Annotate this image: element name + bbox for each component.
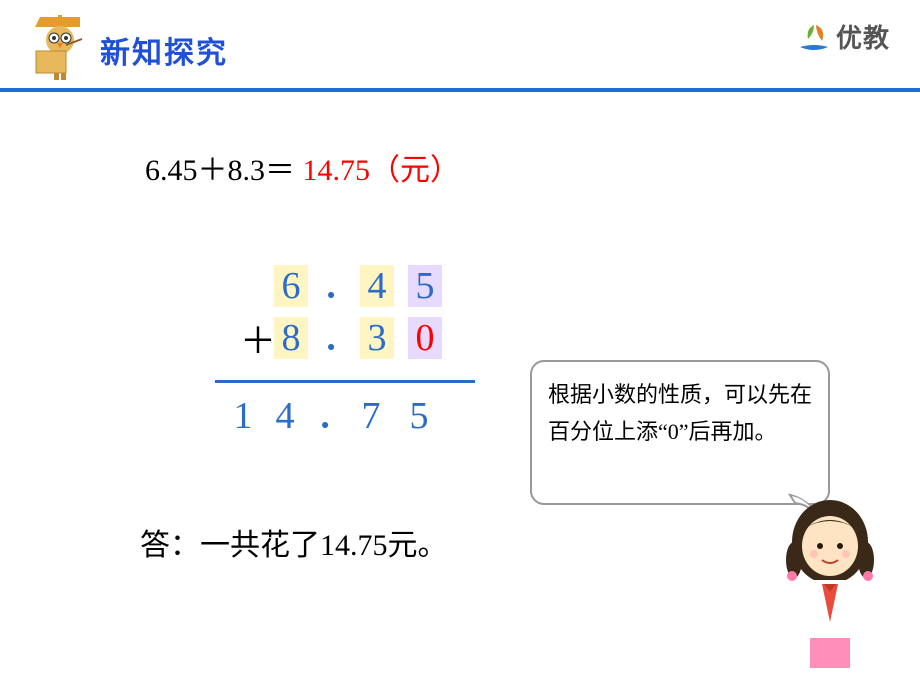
digit-5: 5: [408, 265, 442, 307]
brand-swirl-icon: [796, 19, 832, 55]
professor-owl-icon: [30, 15, 90, 80]
digit-7: 7: [354, 395, 388, 437]
decimal-point: ．: [322, 265, 346, 307]
addend-row-2: ＋ 8 ． 3 0: [220, 312, 480, 364]
slide-title: 新知探究: [100, 28, 228, 72]
decimal-point: ．: [322, 317, 346, 359]
equation-line: 6.45＋8.3＝ 14.75（元）: [145, 145, 460, 189]
digit-3: 3: [360, 317, 394, 359]
addition-rule: [215, 380, 475, 383]
digit-0-appended: 0: [408, 317, 442, 359]
digit-1: 1: [226, 395, 260, 437]
brand-text: 优教: [836, 18, 890, 55]
speech-text: 根据小数的性质，可以先在百分位上添“0”后再加。: [548, 382, 812, 444]
speech-bubble: 根据小数的性质，可以先在百分位上添“0”后再加。: [530, 360, 830, 505]
equation-result: 14.75（元）: [303, 154, 461, 187]
digit-6: 6: [274, 265, 308, 307]
digit-4: 4: [360, 265, 394, 307]
digit-5: 5: [402, 395, 436, 437]
sum-row-container: 1 4 ． 7 5: [220, 390, 480, 442]
answer-line: 答：一共花了14.75元。: [140, 520, 448, 564]
digit-4: 4: [268, 395, 302, 437]
column-addition: ＋ 6 ． 4 5 ＋ 8 ． 3 0: [220, 260, 480, 364]
plus-sign: ＋: [240, 312, 274, 364]
equation-lhs: 6.45＋8.3＝: [145, 154, 295, 187]
student-girl-illustration: [770, 490, 890, 670]
addend-row-1: ＋ 6 ． 4 5: [220, 260, 480, 312]
brand-logo: 优教: [796, 18, 890, 55]
sum-row: 1 4 ． 7 5: [220, 390, 480, 442]
slide-content: 6.45＋8.3＝ 14.75（元） ＋ 6 ． 4 5 ＋ 8 ． 3 0 1: [0, 90, 920, 690]
digit-8: 8: [274, 317, 308, 359]
slide-header: 新知探究 优教: [0, 0, 920, 90]
decimal-point: ．: [316, 395, 340, 437]
